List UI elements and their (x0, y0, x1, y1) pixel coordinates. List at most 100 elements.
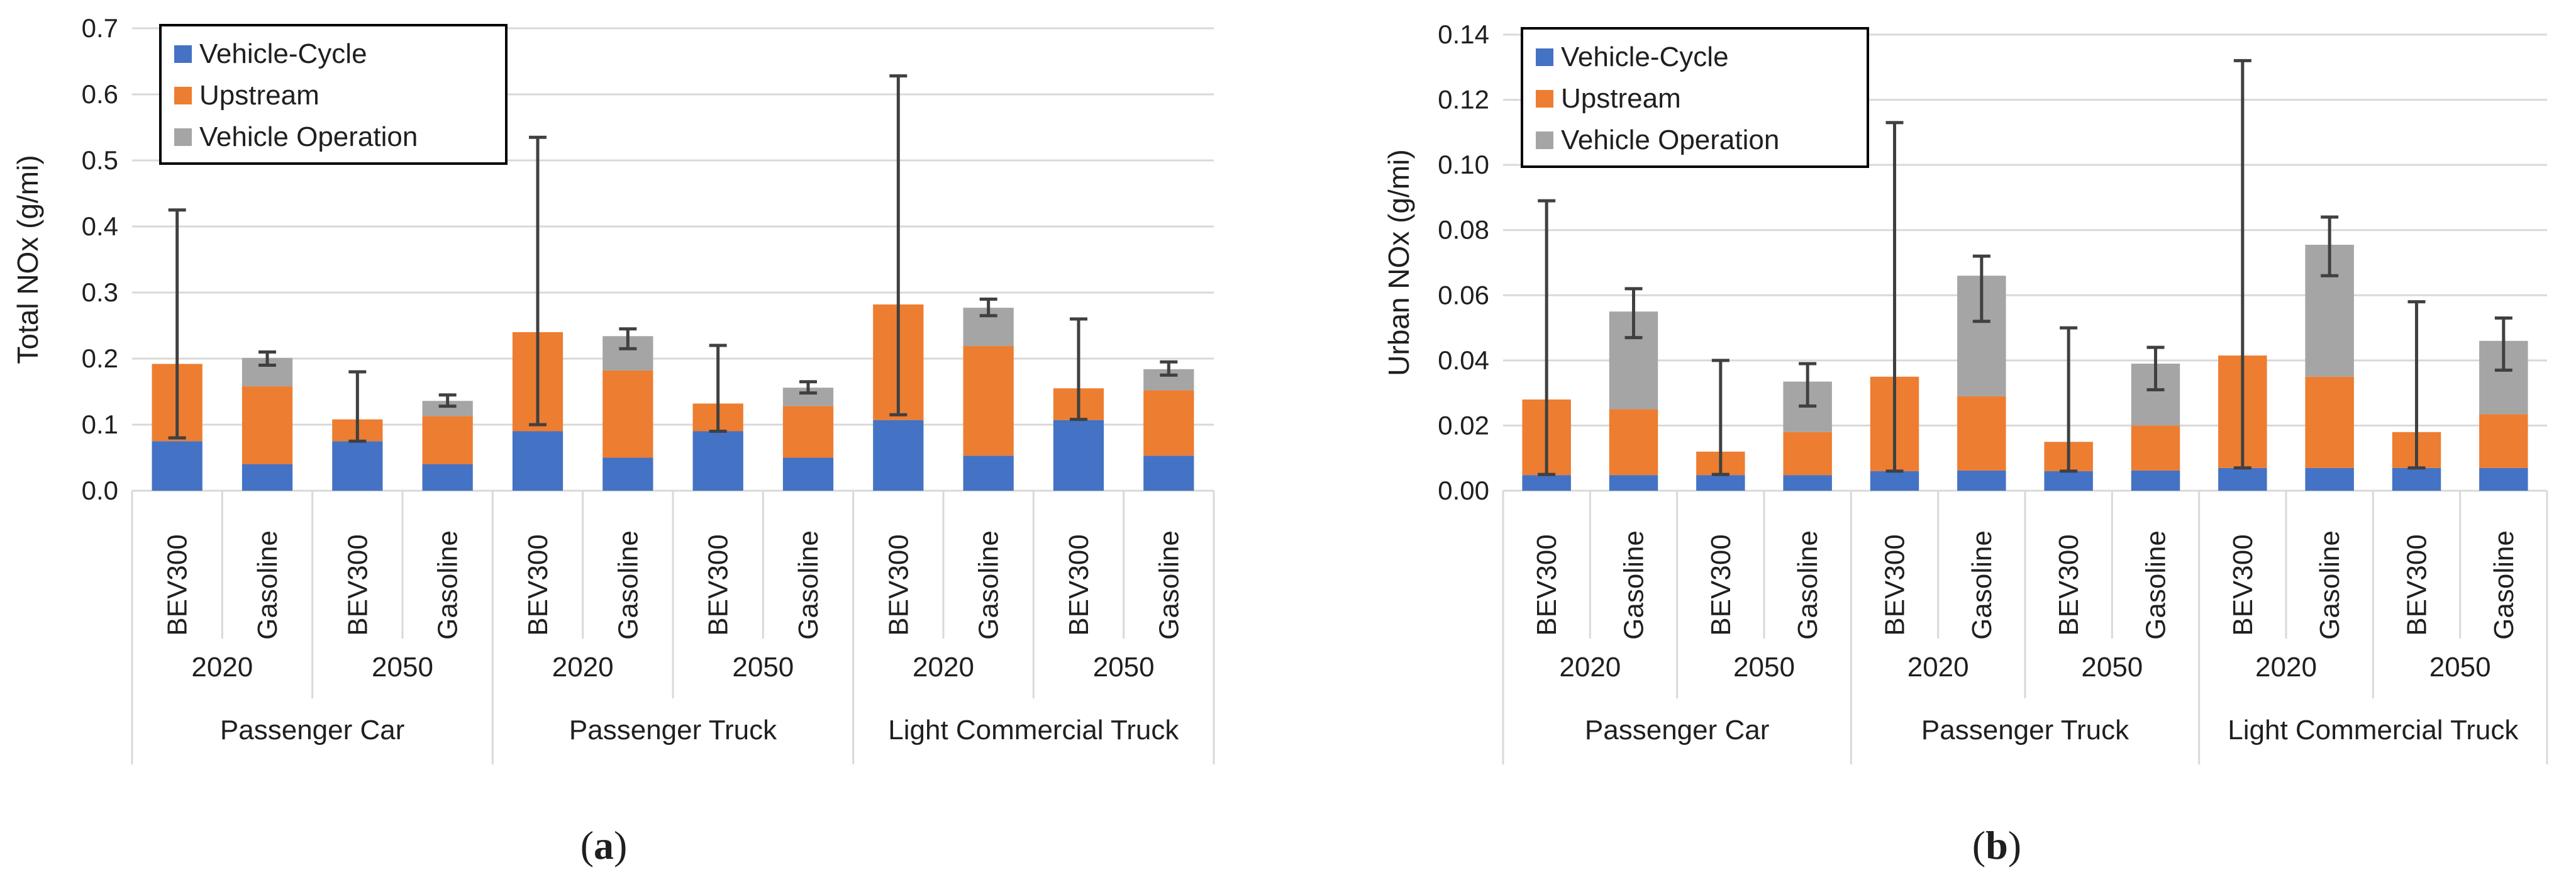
x-category-label: Gasoline (2314, 530, 2345, 640)
x-category-label: BEV300 (1706, 534, 1736, 635)
x-category-label: BEV300 (342, 534, 373, 635)
x-category-label: Gasoline (1792, 530, 1823, 640)
x-category-label: BEV300 (703, 534, 734, 635)
legend-label: Vehicle Operation (1561, 125, 1779, 155)
x-vehicle-group-label: Passenger Truck (1921, 715, 2129, 746)
bar-segment (332, 441, 383, 491)
bar-segment (1957, 396, 2006, 471)
x-year-label: 2050 (1093, 652, 1155, 683)
bar-segment (692, 431, 743, 491)
bar-segment (1783, 432, 1832, 476)
y-tick-label: 0.06 (1438, 280, 1489, 310)
chart-panel-a: 0.0 0.1 0.2 0.3 0.4 0.5 0.6 0.7 Total NOx (g/mi)… (11, 13, 1215, 868)
bar-segment (2305, 467, 2354, 491)
x-category-label: Gasoline (793, 530, 824, 640)
legend-box (159, 24, 508, 165)
legend-swatch (1536, 131, 1553, 149)
bar-segment (2479, 467, 2528, 491)
x-category-label: Gasoline (433, 530, 464, 640)
x-vehicle-group-label: Passenger Truck (569, 715, 777, 746)
y-tick-label: 0.5 (82, 145, 118, 175)
y-tick-label: 0.1 (82, 410, 118, 439)
y-tick-label: 0.14 (1438, 20, 1489, 49)
bar-segment (2479, 414, 2528, 468)
x-category-label: Gasoline (2141, 530, 2172, 640)
bar-segment (782, 457, 834, 491)
y-tick-label: 0.4 (82, 211, 118, 241)
panel-label: (b) (1972, 823, 2021, 868)
y-tick-label: 0.7 (82, 13, 118, 43)
bar-segment (2305, 376, 2354, 468)
bar-segment (1957, 470, 2006, 491)
x-category-label: BEV300 (883, 534, 914, 635)
bar-segment (1783, 475, 1832, 491)
x-category-label: BEV300 (2228, 534, 2258, 635)
y-tick-label: 0.3 (82, 277, 118, 307)
bar-segment (512, 431, 564, 491)
bar-segment (1143, 455, 1194, 491)
legend-box (1521, 27, 1869, 168)
bar-segment (1870, 471, 1919, 491)
bar-segment (2131, 425, 2180, 471)
x-category-label: Gasoline (1619, 530, 1650, 640)
y-tick-label: 0.10 (1438, 150, 1489, 179)
y-tick-label: 0.12 (1438, 85, 1489, 115)
legend-swatch (174, 45, 192, 63)
x-year-label: 2020 (1907, 652, 1969, 683)
x-year-label: 2050 (2429, 652, 2491, 683)
x-vehicle-group-label: Light Commercial Truck (888, 715, 1179, 746)
x-category-label: BEV300 (523, 534, 553, 635)
bar-segment (2392, 467, 2441, 491)
bar-segment (1696, 475, 1745, 491)
bar-segment (242, 464, 293, 491)
x-year-label: 2050 (2081, 652, 2143, 683)
x-category-label: BEV300 (2402, 534, 2433, 635)
bar-segment (242, 386, 293, 464)
y-axis-title: Total NOx (g/mi) (11, 155, 44, 364)
x-category-label: BEV300 (162, 534, 193, 635)
bar-segment (422, 416, 473, 464)
x-category-label: Gasoline (974, 530, 1004, 640)
bar-segment (2218, 467, 2267, 491)
bar-segment (1609, 409, 1658, 476)
x-vehicle-group-label: Passenger Car (1585, 715, 1769, 746)
x-year-label: 2020 (191, 652, 253, 683)
x-year-label: 2050 (732, 652, 794, 683)
x-vehicle-group-label: Passenger Car (220, 715, 404, 746)
legend-swatch (1536, 48, 1553, 66)
y-tick-label: 0.02 (1438, 410, 1489, 440)
legend-label: Upstream (199, 80, 319, 111)
x-year-label: 2020 (913, 652, 974, 683)
legend-swatch (174, 87, 192, 104)
y-tick-label: 0.0 (82, 476, 118, 505)
bar-segment (1053, 420, 1104, 491)
bar-segment (873, 420, 924, 491)
y-tick-label: 0.2 (82, 344, 118, 373)
bar-segment (2131, 470, 2180, 491)
x-year-label: 2020 (552, 652, 614, 683)
x-category-label: Gasoline (252, 530, 283, 640)
bar-segment (152, 441, 203, 491)
legend-label: Upstream (1561, 83, 1681, 114)
x-year-label: 2020 (1559, 652, 1621, 683)
x-category-label: Gasoline (2489, 530, 2519, 640)
y-tick-label: 0.04 (1438, 345, 1489, 375)
x-category-label: BEV300 (1531, 534, 1562, 635)
x-category-label: BEV300 (1063, 534, 1094, 635)
legend-label: Vehicle-Cycle (1561, 42, 1729, 72)
bar-segment (782, 406, 834, 458)
panel-label: (a) (580, 823, 628, 868)
x-year-label: 2050 (372, 652, 433, 683)
x-year-label: 2020 (2255, 652, 2317, 683)
x-category-label: Gasoline (1967, 530, 1997, 640)
y-tick-label: 0.6 (82, 79, 118, 109)
x-year-label: 2050 (1733, 652, 1795, 683)
y-tick-label: 0.08 (1438, 215, 1489, 245)
x-category-label: Gasoline (1153, 530, 1184, 640)
bar-segment (602, 370, 653, 458)
bar-segment (1143, 390, 1194, 456)
bar-segment (963, 455, 1014, 491)
bar-segment (1522, 475, 1571, 491)
x-category-label: BEV300 (1880, 534, 1911, 635)
